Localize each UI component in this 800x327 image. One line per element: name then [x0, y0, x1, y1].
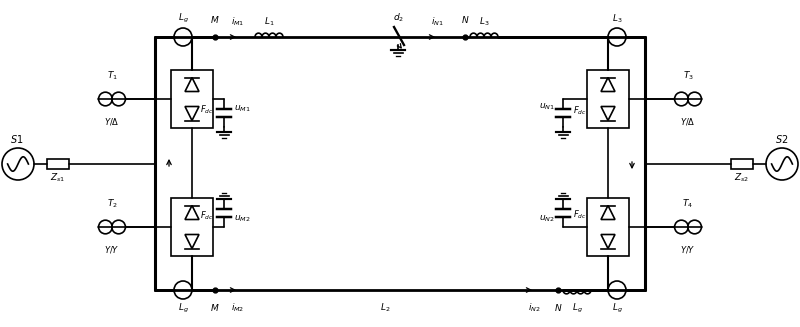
- Bar: [587, 70, 629, 128]
- Bar: [587, 198, 629, 256]
- Polygon shape: [601, 205, 615, 219]
- Text: $M$: $M$: [210, 302, 220, 313]
- Bar: [171, 198, 213, 256]
- Text: $T_1$: $T_1$: [106, 70, 118, 82]
- Text: $u_{N1}$: $u_{N1}$: [539, 102, 555, 112]
- Text: $M$: $M$: [210, 14, 220, 25]
- Text: $S1$: $S1$: [10, 133, 24, 145]
- Polygon shape: [185, 107, 199, 121]
- Polygon shape: [185, 77, 199, 92]
- Bar: [171, 70, 213, 128]
- Text: $F_{dc}$: $F_{dc}$: [200, 104, 214, 116]
- Text: $L_2$: $L_2$: [380, 302, 390, 315]
- Text: $Y/Y$: $Y/Y$: [680, 244, 696, 255]
- Text: $F_{dc}$: $F_{dc}$: [573, 209, 586, 221]
- Polygon shape: [601, 234, 615, 249]
- Text: $L_3$: $L_3$: [478, 15, 490, 28]
- Text: $N$: $N$: [461, 14, 470, 25]
- Text: $u_{M1}$: $u_{M1}$: [234, 104, 250, 114]
- Polygon shape: [185, 234, 199, 249]
- Polygon shape: [185, 205, 199, 219]
- Text: $S2$: $S2$: [775, 133, 789, 145]
- Text: $i_{M1}$: $i_{M1}$: [231, 15, 245, 28]
- Text: $Y/\Delta$: $Y/\Delta$: [104, 116, 120, 127]
- Text: $T_4$: $T_4$: [682, 198, 694, 210]
- Text: $F_{dc}$: $F_{dc}$: [573, 105, 586, 117]
- Text: $Z_{s2}$: $Z_{s2}$: [734, 172, 750, 184]
- Text: $u_{N2}$: $u_{N2}$: [539, 214, 555, 224]
- Text: $L_3$: $L_3$: [612, 12, 622, 25]
- Text: $L_g$: $L_g$: [571, 302, 582, 315]
- Text: $T_3$: $T_3$: [682, 70, 694, 82]
- Text: $Y/\Delta$: $Y/\Delta$: [680, 116, 696, 127]
- Text: $d_2$: $d_2$: [394, 11, 405, 24]
- Text: $Z_{s1}$: $Z_{s1}$: [50, 172, 66, 184]
- Text: $i_{M2}$: $i_{M2}$: [231, 302, 245, 315]
- Bar: [731, 159, 753, 169]
- Bar: [47, 159, 69, 169]
- Text: $N$: $N$: [554, 302, 562, 313]
- Text: $L_g$: $L_g$: [178, 302, 189, 315]
- Text: $i_{N2}$: $i_{N2}$: [528, 302, 540, 315]
- Text: $F_{dc}$: $F_{dc}$: [200, 210, 214, 222]
- Polygon shape: [601, 107, 615, 121]
- Text: $L_1$: $L_1$: [264, 15, 274, 28]
- Text: $Y/Y$: $Y/Y$: [104, 244, 120, 255]
- Text: $L_g$: $L_g$: [611, 302, 622, 315]
- Text: $u_{M2}$: $u_{M2}$: [234, 214, 250, 224]
- Polygon shape: [601, 77, 615, 92]
- Text: $T_2$: $T_2$: [106, 198, 118, 210]
- Text: $i_{N1}$: $i_{N1}$: [430, 15, 443, 28]
- Text: $L_g$: $L_g$: [178, 12, 189, 25]
